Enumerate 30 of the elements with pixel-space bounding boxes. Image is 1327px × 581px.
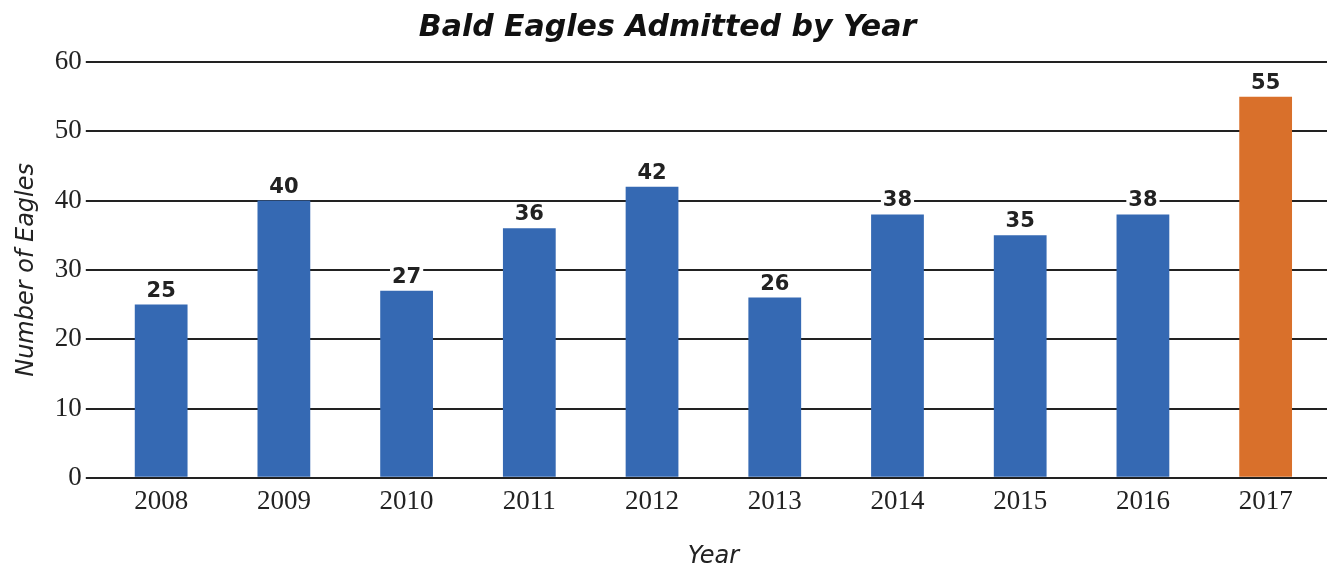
y-axis-title: Number of Eagles <box>10 162 39 377</box>
y-tick-label: 50 <box>54 114 82 145</box>
data-label: 55 <box>1251 69 1281 94</box>
y-tick-label: 20 <box>54 322 82 353</box>
data-label: 38 <box>1128 187 1158 212</box>
data-label: 26 <box>760 270 790 295</box>
x-tick-label: 2012 <box>625 485 680 516</box>
y-tick-label: 30 <box>54 252 82 283</box>
x-tick-label: 2014 <box>870 485 925 516</box>
x-tick-label: 2016 <box>1115 485 1170 516</box>
y-tick-label: 40 <box>54 183 82 214</box>
data-label: 35 <box>1005 208 1035 233</box>
y-tick-label: 10 <box>54 391 82 422</box>
data-label: 36 <box>514 201 544 226</box>
chart-title: Bald Eagles Admitted by Year <box>418 7 919 43</box>
data-label: 27 <box>391 263 422 288</box>
x-axis-title: Year <box>687 540 742 569</box>
x-tick-label: 2013 <box>747 485 802 516</box>
x-tick-label: 2015 <box>993 485 1048 516</box>
data-label: 38 <box>882 187 913 212</box>
x-tick-label: 2010 <box>379 485 434 516</box>
y-tick-label: 60 <box>54 45 82 76</box>
x-tick-label: 2009 <box>256 485 311 516</box>
x-tick-label: 2008 <box>134 485 189 516</box>
x-tick-label: 2017 <box>1238 485 1293 516</box>
data-label: 40 <box>269 173 299 198</box>
data-label: 42 <box>637 159 667 184</box>
data-label: 25 <box>146 277 176 302</box>
x-tick-label: 2011 <box>502 485 556 516</box>
y-tick-label: 0 <box>68 460 82 491</box>
